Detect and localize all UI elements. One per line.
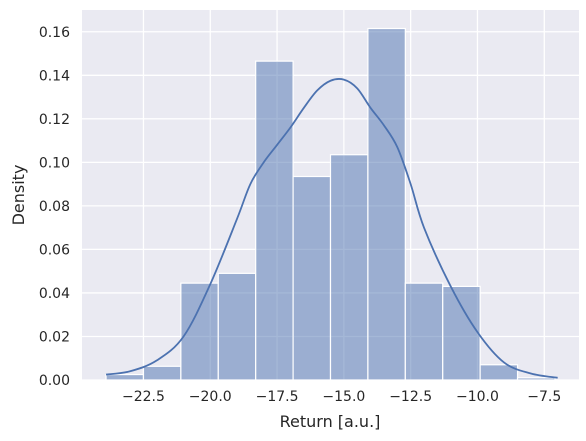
x-tick-label: −17.5 [256, 389, 299, 405]
histogram-bar [404, 282, 444, 381]
y-tick-label: 0.08 [39, 199, 70, 215]
histogram-bar [255, 60, 294, 381]
x-axis-label: Return [a.u.] [280, 412, 381, 431]
histogram-bar [292, 175, 332, 381]
histogram-bar [329, 154, 369, 381]
y-axis-label: Density [9, 165, 28, 226]
histogram-bars [105, 27, 556, 381]
x-tick-labels: −22.5 −20.0 −17.5 −15.0 −12.5 −10.0 −7.5 [122, 389, 561, 405]
y-tick-label: 0.14 [39, 68, 70, 84]
y-tick-label: 0.10 [39, 155, 70, 171]
x-tick-label: −20.0 [189, 389, 232, 405]
histogram-bar [479, 364, 519, 381]
x-tick-label: −15.0 [322, 389, 365, 405]
histogram-bar [367, 27, 406, 381]
x-tick-label: −12.5 [389, 389, 432, 405]
histogram-bar [142, 365, 182, 381]
y-tick-label: 0.12 [39, 112, 70, 128]
y-tick-label: 0.16 [39, 25, 70, 41]
x-tick-label: −22.5 [122, 389, 165, 405]
histogram-bar [516, 377, 556, 381]
y-tick-label: 0.02 [39, 329, 70, 345]
histogram-bar [442, 285, 481, 381]
y-tick-labels: 0.00 0.02 0.04 0.06 0.08 0.10 0.12 0.14 0.16 [39, 25, 70, 389]
y-tick-label: 0.00 [39, 373, 70, 389]
y-tick-label: 0.06 [39, 242, 70, 258]
histogram-bar [105, 373, 145, 381]
y-tick-label: 0.04 [39, 286, 70, 302]
x-tick-label: −10.0 [456, 389, 499, 405]
x-tick-label: −7.5 [527, 389, 561, 405]
kde-line [105, 78, 558, 379]
histogram-bar [217, 272, 257, 381]
